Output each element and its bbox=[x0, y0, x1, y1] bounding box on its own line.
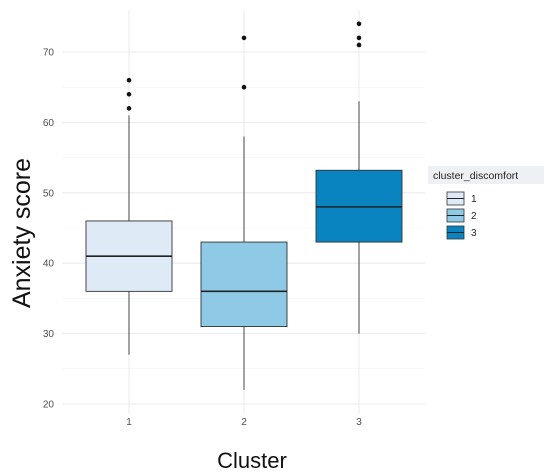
legend-item-3: 3 bbox=[446, 225, 477, 240]
outlier-point bbox=[126, 106, 132, 111]
x-tick-labels: 1 2 3 bbox=[126, 417, 362, 428]
x-tick-label: 2 bbox=[241, 417, 247, 428]
y-axis-title: Anxiety score bbox=[8, 158, 36, 308]
box-cluster-2 bbox=[200, 35, 288, 390]
legend-label: 2 bbox=[471, 211, 477, 222]
boxes-layer bbox=[85, 21, 403, 390]
box-iqr bbox=[200, 241, 288, 328]
legend-label: 1 bbox=[471, 194, 477, 205]
legend: cluster_discomfort 1 2 3 bbox=[428, 166, 544, 240]
x-axis-title: Cluster bbox=[217, 448, 287, 473]
y-tick-labels: 20 30 40 50 60 70 bbox=[43, 48, 55, 411]
x-tick-label: 3 bbox=[356, 417, 362, 428]
legend-item-1: 1 bbox=[446, 191, 477, 206]
y-tick-label: 30 bbox=[43, 329, 55, 340]
outlier-point bbox=[356, 35, 362, 41]
legend-items: 1 2 3 bbox=[446, 191, 477, 240]
outlier-point bbox=[126, 77, 132, 83]
box-cluster-3 bbox=[315, 21, 403, 334]
outlier-point bbox=[126, 91, 132, 97]
outlier-point bbox=[241, 84, 247, 90]
y-tick-label: 60 bbox=[43, 118, 55, 129]
box-cluster-1 bbox=[85, 77, 173, 355]
outlier-point bbox=[356, 21, 362, 27]
outlier-point bbox=[241, 35, 247, 41]
y-tick-label: 70 bbox=[43, 48, 55, 59]
y-tick-label: 50 bbox=[43, 188, 55, 199]
legend-title: cluster_discomfort bbox=[433, 170, 518, 182]
legend-title-bg bbox=[428, 166, 544, 184]
y-tick-label: 20 bbox=[43, 400, 55, 411]
x-tick-label: 1 bbox=[126, 417, 132, 428]
y-tick-label: 40 bbox=[43, 259, 55, 270]
legend-label: 3 bbox=[471, 228, 477, 239]
legend-item-2: 2 bbox=[446, 208, 477, 223]
outlier-point bbox=[356, 42, 362, 48]
